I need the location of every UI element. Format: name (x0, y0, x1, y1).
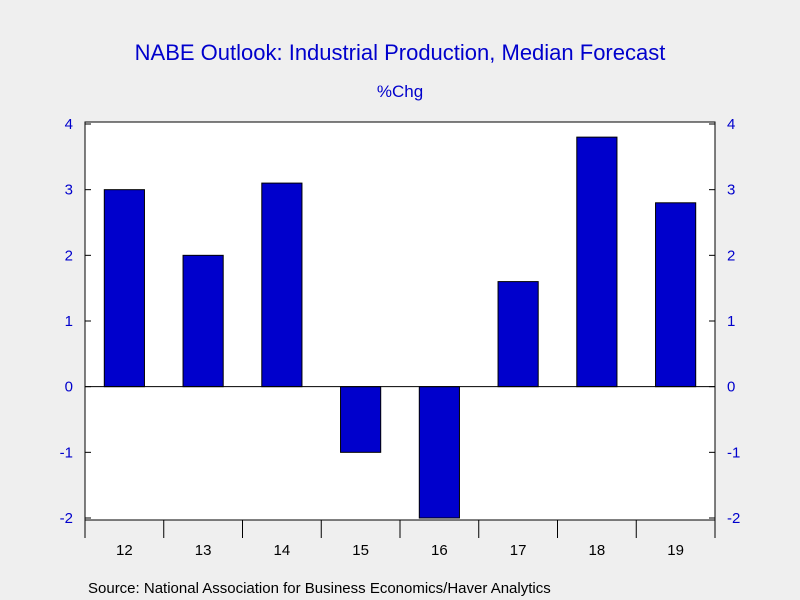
y-tick-label-right: 0 (727, 379, 735, 396)
plot-area (84, 121, 716, 521)
x-tick-label: 18 (589, 542, 606, 559)
y-tick-label-left: 4 (65, 116, 73, 133)
x-axis: 12 13 14 15 16 17 18 19 (84, 520, 716, 559)
y-tick-label-right: -1 (727, 444, 740, 461)
x-tick-label: 13 (195, 542, 212, 559)
y-tick-label-right: 1 (727, 313, 735, 330)
chart-title: NABE Outlook: Industrial Production, Med… (135, 40, 666, 65)
bar-13 (182, 254, 224, 388)
bar-12 (103, 189, 145, 388)
x-tick-label: 16 (431, 542, 448, 559)
y-tick-label-right: 3 (727, 182, 735, 199)
x-tick-label: 12 (116, 542, 133, 559)
y-tick-label-left: 0 (65, 379, 73, 396)
y-tick-label-left: 3 (65, 182, 73, 199)
bar-17 (497, 281, 539, 388)
y-axis-left: -2 -1 0 1 2 3 4 (60, 116, 91, 527)
x-tick-label: 19 (667, 542, 684, 559)
x-tick-label: 14 (274, 542, 291, 559)
y-tick-label-right: -2 (727, 510, 740, 527)
y-tick-label-left: 1 (65, 313, 73, 330)
bar-19 (655, 202, 697, 388)
x-tick-label: 15 (352, 542, 369, 559)
y-tick-label-left: 2 (65, 247, 73, 264)
y-tick-label-left: -1 (60, 444, 73, 461)
y-axis-right: -2 -1 0 1 2 3 4 (709, 116, 740, 527)
y-tick-label-right: 4 (727, 116, 735, 133)
bar-16 (418, 386, 460, 519)
x-tick-label: 17 (510, 542, 527, 559)
y-tick-label-right: 2 (727, 247, 735, 264)
bar-18 (576, 136, 618, 388)
y-tick-label-left: -2 (60, 510, 73, 527)
bar-15 (340, 386, 382, 453)
bar-14 (261, 182, 303, 388)
source-note: Source: National Association for Busines… (88, 580, 551, 597)
bars (103, 136, 697, 519)
chart-subtitle: %Chg (377, 82, 423, 101)
